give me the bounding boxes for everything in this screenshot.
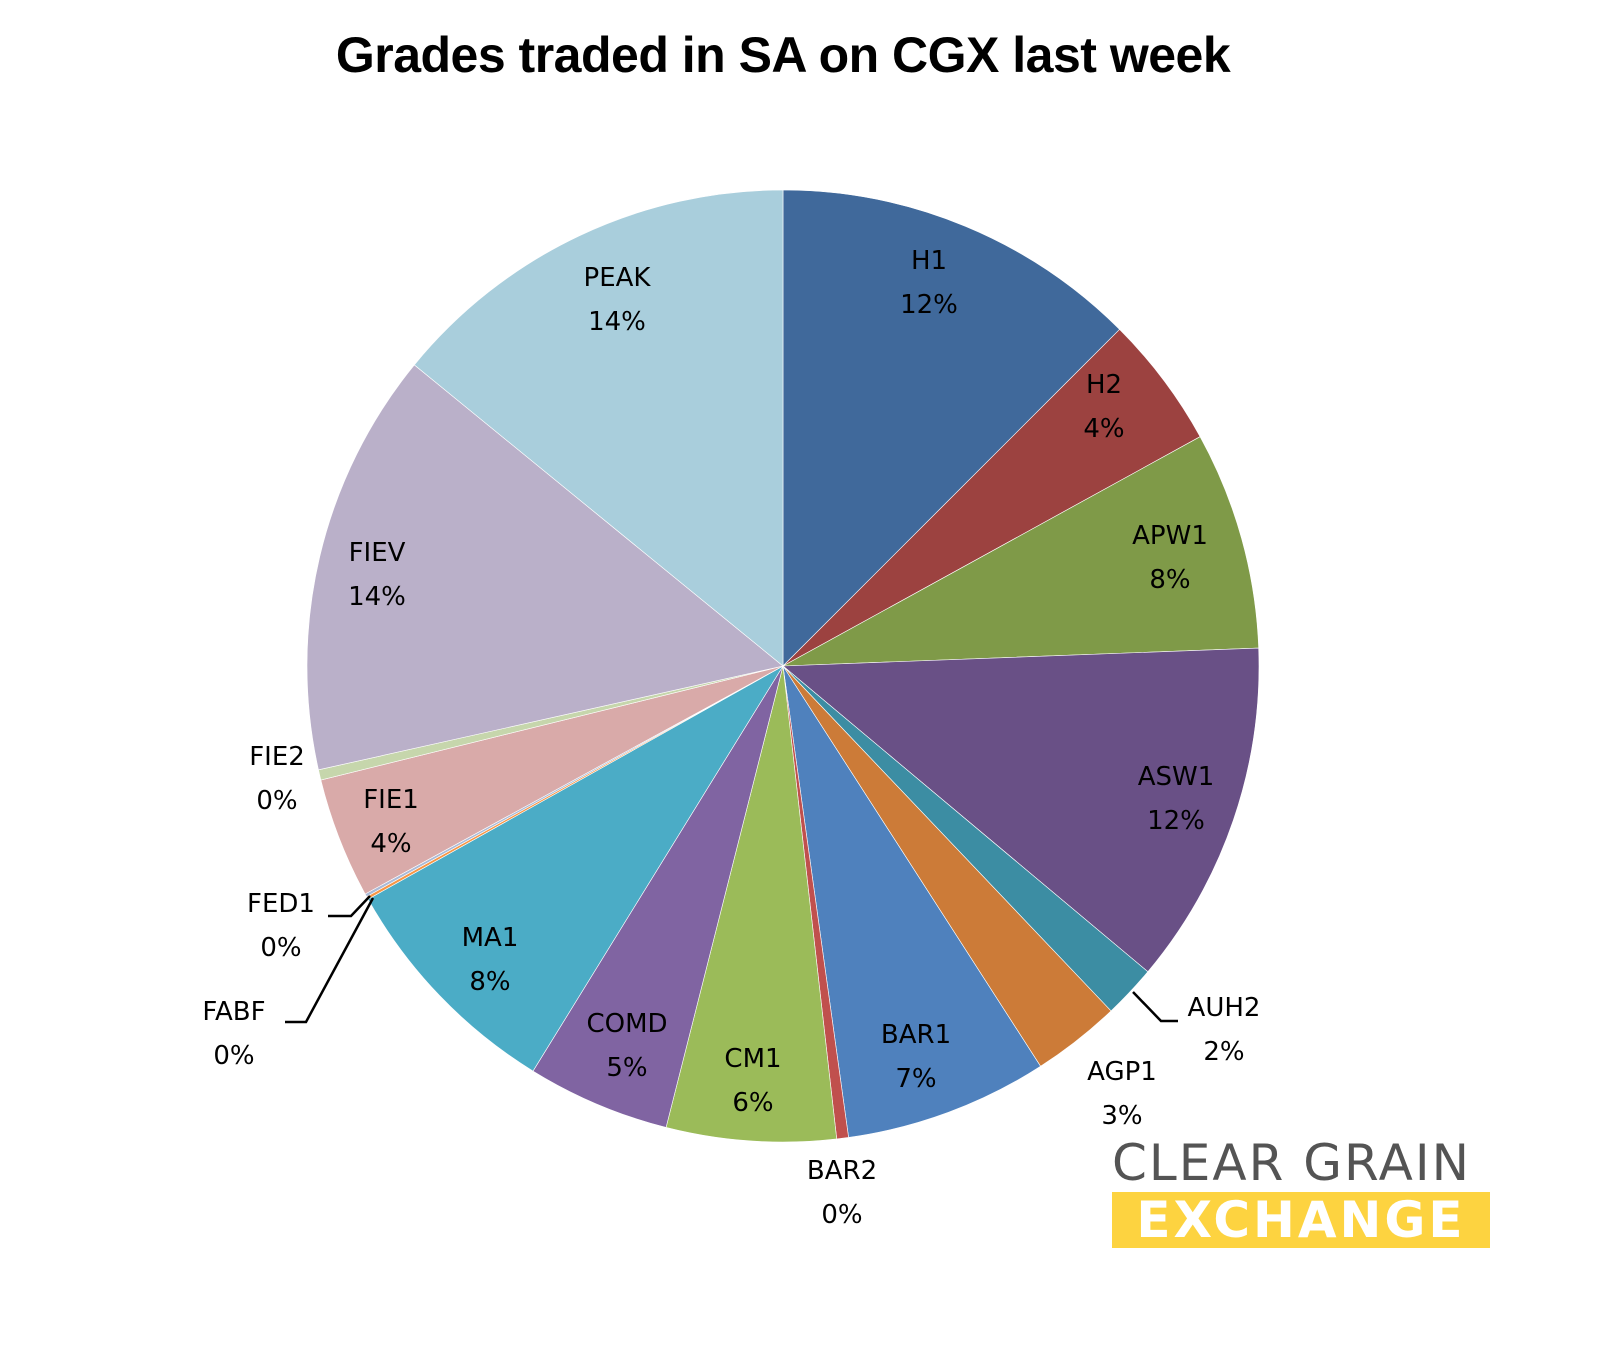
data-label-name: FABF xyxy=(202,997,266,1027)
data-label-name: AUH2 xyxy=(1187,993,1261,1023)
data-label-name: FIE1 xyxy=(363,785,419,815)
pie-slice-cm1 xyxy=(665,665,838,1143)
data-label-percent: 0% xyxy=(821,1200,863,1230)
data-label-percent: 8% xyxy=(469,967,511,997)
pie-slices xyxy=(306,189,1260,1143)
data-label-percent: 3% xyxy=(1101,1101,1143,1131)
data-label-h1: H1 12% xyxy=(900,239,958,327)
leader-line-fed1 xyxy=(328,895,371,918)
data-label-percent: 0% xyxy=(213,1041,255,1071)
leader-line-auh2 xyxy=(1132,991,1178,1023)
data-label-name: BAR1 xyxy=(880,1020,952,1050)
logo-line1: CLEAR GRAIN xyxy=(1112,1134,1472,1192)
data-label-apw1: APW1 8% xyxy=(1132,514,1208,602)
data-label-peak: PEAK 14% xyxy=(584,256,651,344)
pie-slice-h1 xyxy=(782,189,1121,667)
leader-lines xyxy=(285,895,1178,1024)
data-label-name: FIEV xyxy=(348,538,406,568)
data-label-auh2: AUH2 2% xyxy=(1188,986,1261,1074)
data-label-ma1: MA1 8% xyxy=(462,916,519,1004)
clear-grain-exchange-logo: CLEAR GRAIN EXCHANGE xyxy=(1112,1136,1490,1248)
data-label-fabf: FABF 0% xyxy=(202,990,265,1078)
data-label-percent: 0% xyxy=(256,786,298,816)
data-label-name: APW1 xyxy=(1132,521,1208,551)
data-label-percent: 4% xyxy=(1083,414,1125,444)
data-label-asw1: ASW1 12% xyxy=(1138,755,1215,843)
data-label-percent: 6% xyxy=(732,1088,774,1118)
pie-slice-bar1 xyxy=(782,665,1041,1138)
data-label-name: ASW1 xyxy=(1137,762,1215,792)
data-label-cm1: CM1 6% xyxy=(724,1037,781,1125)
data-label-name: AGP1 xyxy=(1087,1057,1157,1087)
data-label-name: FIE2 xyxy=(249,742,305,772)
data-label-name: COMD xyxy=(586,1009,668,1039)
data-label-name: H1 xyxy=(910,246,948,276)
logo-line2: EXCHANGE xyxy=(1112,1192,1490,1248)
data-label-percent: 12% xyxy=(900,290,958,320)
data-label-fie1: FIE1 4% xyxy=(363,778,419,866)
data-label-percent: 8% xyxy=(1149,565,1191,595)
data-label-percent: 12% xyxy=(1147,806,1205,836)
data-label-name: H2 xyxy=(1085,370,1123,400)
data-label-percent: 14% xyxy=(588,307,646,337)
data-label-fed1: FED1 0% xyxy=(247,882,315,970)
pie-slice-asw1 xyxy=(782,647,1260,973)
data-label-name: FED1 xyxy=(247,889,315,919)
data-label-name: CM1 xyxy=(724,1044,782,1074)
data-label-percent: 14% xyxy=(348,582,406,612)
data-label-name: PEAK xyxy=(583,263,651,293)
data-label-percent: 0% xyxy=(260,933,302,963)
pie-slice-fiev xyxy=(306,364,784,771)
data-label-comd: COMD 5% xyxy=(586,1002,667,1090)
data-label-fiev: FIEV 14% xyxy=(348,531,406,619)
data-label-agp1: AGP1 3% xyxy=(1087,1050,1157,1138)
data-label-fie2: FIE2 0% xyxy=(249,735,305,823)
pie-slice-peak xyxy=(413,189,784,667)
pie-slice-ma1 xyxy=(367,665,784,1072)
pie-slice-apw1 xyxy=(782,436,1259,667)
data-label-percent: 5% xyxy=(606,1053,648,1083)
chart-title: Grades traded in SA on CGX last week xyxy=(335,27,1231,83)
data-label-percent: 4% xyxy=(370,829,412,859)
data-label-bar2: BAR2 0% xyxy=(807,1149,877,1237)
data-label-percent: 7% xyxy=(895,1064,937,1094)
data-label-name: BAR2 xyxy=(806,1156,878,1186)
leader-line-fabf xyxy=(285,897,375,1024)
data-label-bar1: BAR1 7% xyxy=(881,1013,951,1101)
data-label-name: MA1 xyxy=(461,923,519,953)
data-label-percent: 2% xyxy=(1203,1037,1245,1067)
data-label-h2: H2 4% xyxy=(1083,363,1124,451)
